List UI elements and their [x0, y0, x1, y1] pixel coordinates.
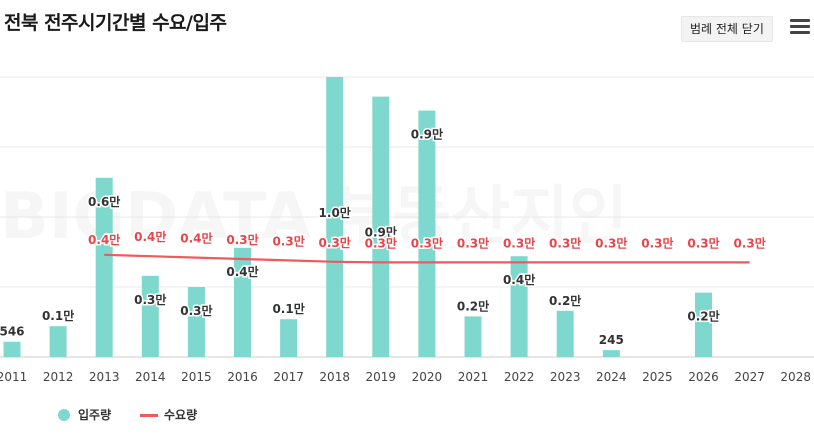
demand-label-2014: 0.4만: [134, 229, 166, 244]
supply-label-2024: 245: [599, 333, 624, 347]
supply-label-2011: 546: [0, 325, 25, 339]
bar-2022[interactable]: [510, 256, 528, 357]
x-tick-2026: 2026: [688, 370, 719, 384]
x-tick-2012: 2012: [43, 370, 74, 384]
supply-label-2020: 0.9만: [411, 127, 443, 142]
x-tick-2025: 2025: [642, 370, 673, 384]
x-tick-2021: 2021: [458, 370, 489, 384]
x-tick-2015: 2015: [181, 370, 212, 384]
demand-label-2023: 0.3만: [549, 235, 581, 250]
bar-2014[interactable]: [141, 275, 159, 357]
legend-label-supply: 입주량: [78, 408, 112, 422]
x-tick-2019: 2019: [366, 370, 397, 384]
bar-2012[interactable]: [49, 326, 67, 357]
demand-label-2020: 0.3만: [411, 235, 443, 250]
bar-2016[interactable]: [234, 247, 251, 357]
bar-2019[interactable]: [372, 96, 390, 357]
bar-2023[interactable]: [556, 310, 574, 357]
bar-2024[interactable]: [602, 350, 620, 357]
page-title: 전북 전주시기간별 수요/입주: [4, 12, 227, 34]
demand-label-2015: 0.4만: [180, 231, 212, 246]
bar-2021[interactable]: [464, 316, 482, 357]
x-tick-2014: 2014: [135, 370, 166, 384]
x-tick-2013: 2013: [89, 370, 120, 384]
demand-label-2013: 0.4만: [88, 232, 120, 247]
bar-2026[interactable]: [695, 292, 712, 357]
demand-label-2021: 0.3만: [457, 235, 489, 250]
x-tick-2020: 2020: [412, 370, 443, 384]
demand-label-2025: 0.3만: [641, 235, 673, 250]
demand-label-2027: 0.3만: [733, 235, 765, 250]
hamburger-menu-icon[interactable]: [790, 18, 810, 36]
supply-label-2019: 0.9만: [365, 225, 397, 240]
supply-label-2022: 0.4만: [503, 272, 535, 287]
x-tick-2024: 2024: [596, 370, 627, 384]
demand-line[interactable]: [104, 253, 750, 264]
demand-label-2017: 0.3만: [272, 233, 304, 248]
legend-label-demand: 수요량: [164, 408, 198, 422]
legend-line-demand: [140, 414, 158, 417]
supply-label-2012: 0.1만: [42, 308, 74, 323]
demand-label-2018: 0.3만: [319, 235, 351, 250]
bar-2013[interactable]: [95, 177, 113, 357]
supply-label-2014: 0.3만: [134, 292, 166, 307]
x-tick-2027: 2027: [734, 370, 765, 384]
demand-label-2016: 0.3만: [226, 232, 258, 247]
bar-2018[interactable]: [326, 77, 344, 357]
x-tick-2017: 2017: [273, 370, 304, 384]
x-tick-2028: 2028: [780, 370, 811, 384]
x-tick-2011: 2011: [0, 370, 27, 384]
demand-label-2019: 0.3만: [365, 235, 397, 250]
supply-label-2026: 0.2만: [687, 309, 719, 324]
bar-2015[interactable]: [187, 287, 205, 357]
x-tick-2023: 2023: [550, 370, 581, 384]
supply-label-2013: 0.6만: [88, 194, 120, 209]
legend-dot-supply: [58, 409, 70, 421]
supply-label-2015: 0.3만: [180, 303, 212, 318]
bar-2011[interactable]: [3, 341, 21, 357]
x-tick-2022: 2022: [504, 370, 535, 384]
supply-label-2023: 0.2만: [549, 293, 581, 308]
demand-label-2026: 0.3만: [687, 235, 719, 250]
bar-2020[interactable]: [418, 110, 436, 357]
supply-label-2017: 0.1만: [272, 301, 304, 316]
demand-label-2022: 0.3만: [503, 235, 535, 250]
x-tick-2016: 2016: [227, 370, 258, 384]
demand-label-2024: 0.3만: [595, 235, 627, 250]
supply-label-2018: 1.0만: [319, 205, 351, 220]
supply-label-2021: 0.2만: [457, 298, 489, 313]
x-tick-2018: 2018: [319, 370, 350, 384]
supply-label-2016: 0.4만: [226, 264, 258, 279]
legend-toggle-button[interactable]: 범례 전체 닫기: [681, 16, 773, 42]
bar-2017[interactable]: [280, 319, 298, 357]
